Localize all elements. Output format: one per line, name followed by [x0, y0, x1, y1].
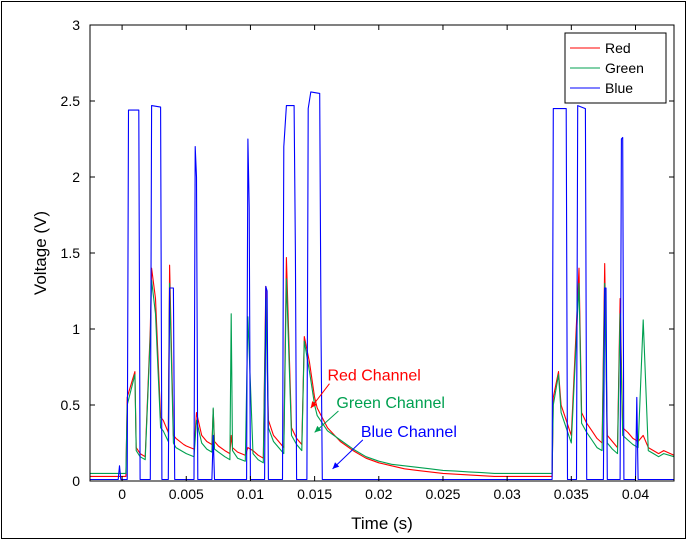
- series-layer: [90, 91, 675, 481]
- y-tick-label: 2.5: [61, 93, 81, 109]
- legend-label-blue: Blue: [605, 80, 633, 96]
- x-tick-label: 0.01: [237, 486, 264, 502]
- x-tick-label: 0.035: [554, 486, 589, 502]
- x-axis-label: Time (s): [351, 514, 413, 533]
- x-tick-label: 0: [118, 486, 126, 502]
- legend-label-green: Green: [605, 60, 644, 76]
- annotation-arrowhead: [314, 425, 322, 433]
- y-tick-label: 2: [72, 169, 80, 185]
- x-tick-label: 0.02: [365, 486, 392, 502]
- annotation-label: Red Channel: [327, 368, 420, 385]
- y-tick-label: 1.5: [61, 245, 81, 261]
- x-tick-label: 0.03: [494, 486, 521, 502]
- y-tick-label: 0: [72, 473, 80, 489]
- legend: Red Green Blue: [564, 32, 667, 104]
- x-tick-label: 0.005: [169, 486, 204, 502]
- annotation-arrowhead: [332, 462, 340, 469]
- annotation-arrow: [332, 439, 364, 470]
- annotation-layer: Red Channel Green Channel Blue Channel: [310, 368, 457, 470]
- x-tick-label: 0.025: [425, 486, 460, 502]
- x-tick-label: 0.015: [297, 486, 332, 502]
- x-axis-ticks: 0 0.005 0.01 0.015 0.02 0.025 0.03 0.035 0.04: [118, 25, 649, 502]
- annotation-label: Green Channel: [336, 395, 445, 412]
- y-tick-label: 0.5: [61, 397, 81, 413]
- annotation-label: Blue Channel: [361, 424, 457, 441]
- series-line-green: [90, 278, 675, 474]
- y-axis-label: Voltage (V): [31, 211, 50, 295]
- series-line-blue: [90, 91, 674, 481]
- legend-label-red: Red: [605, 40, 631, 56]
- x-tick-label: 0.04: [622, 486, 649, 502]
- y-tick-label: 1: [72, 321, 80, 337]
- series-line-red: [90, 257, 675, 477]
- annotation-arrowhead: [310, 401, 318, 409]
- y-axis-ticks: 0 0.5 1 1.5 2 2.5 3: [61, 17, 674, 489]
- y-tick-label: 3: [72, 17, 80, 33]
